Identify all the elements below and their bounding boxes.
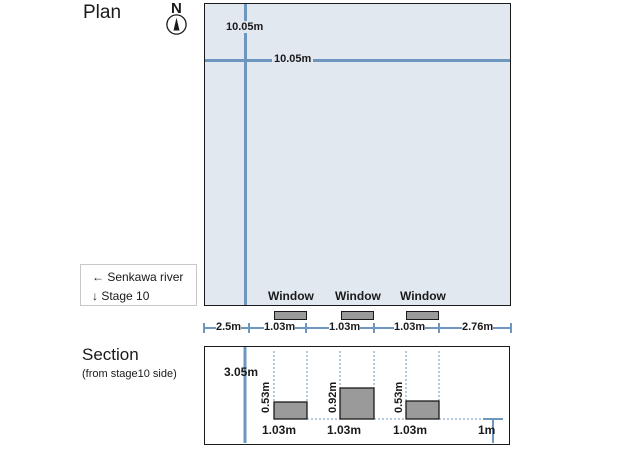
svg-text:0.53m: 0.53m: [393, 382, 405, 413]
svg-text:0.53m: 0.53m: [260, 382, 272, 413]
svg-text:0.92m: 0.92m: [327, 382, 339, 413]
